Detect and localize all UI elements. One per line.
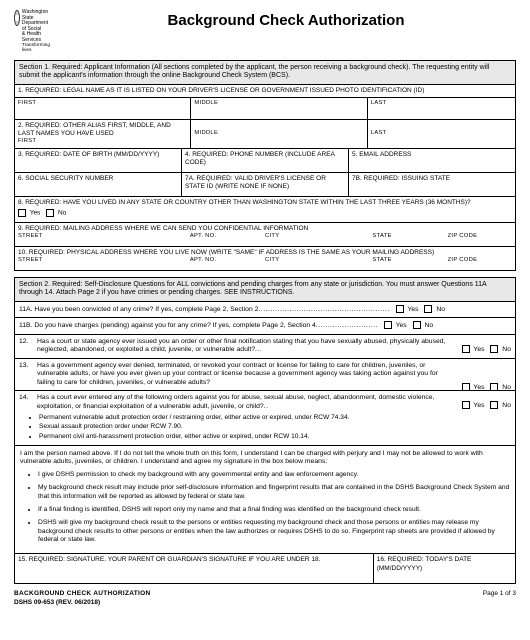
q13-no-checkbox[interactable] <box>490 383 498 391</box>
q12-num: 12. <box>19 338 37 346</box>
middle-label: MIDDLE <box>194 130 363 137</box>
q13-yes-checkbox[interactable] <box>462 383 470 391</box>
last-label: LAST <box>371 100 512 107</box>
no-label: No <box>502 346 511 353</box>
street-label: STREET <box>18 233 190 240</box>
q6-ssn: 6. SOCIAL SECURITY NUMBER <box>15 173 182 196</box>
q12-no-checkbox[interactable] <box>490 345 498 353</box>
header: Washington State Department of Social & … <box>14 10 516 54</box>
section1-header: Section 1. Required: Applicant Informati… <box>14 60 516 86</box>
dot-leader: ........................................… <box>258 306 389 313</box>
no-label: No <box>424 322 433 329</box>
acknowledgment-block: I am the person named above. If I do not… <box>14 446 516 555</box>
q11b-no-checkbox[interactable] <box>413 321 421 329</box>
zip-label: ZIP CODE <box>448 233 512 240</box>
no-label: No <box>436 306 445 313</box>
no-label: No <box>502 402 511 409</box>
q13-num: 13. <box>19 362 37 370</box>
q13-text: Has a government agency ever denied, ter… <box>37 362 511 387</box>
q14-num: 14. <box>19 394 37 402</box>
q4-phone: 4. REQUIRED: PHONE NUMBER (INCLUDE AREA … <box>182 149 349 172</box>
section1-table: 1. REQUIRED: LEGAL NAME AS IT IS LISTED … <box>14 85 516 271</box>
no-label: No <box>58 209 66 216</box>
q11a-row: 11A. Have you been convicted of any crim… <box>14 302 516 318</box>
city-label: CITY <box>265 233 372 240</box>
apt-label: APT. NO. <box>190 233 265 240</box>
middle-label: MIDDLE <box>194 100 363 107</box>
q11a-text: 11A. Have you been convicted of any crim… <box>19 306 258 313</box>
bullet-item: Sexual assault protection order under RC… <box>39 423 511 431</box>
q14-no-checkbox[interactable] <box>490 401 498 409</box>
first-label: FIRST <box>18 138 187 145</box>
q8-label: 8. REQUIRED: HAVE YOU LIVED IN ANY STATE… <box>18 199 512 207</box>
form-page: Washington State Department of Social & … <box>0 0 530 615</box>
city-label: CITY <box>265 257 372 264</box>
q11b-text: 11B. Do you have charges (pending) again… <box>19 322 316 329</box>
q12-row: 12. Has a court or state agency ever iss… <box>14 335 516 359</box>
q12-text: Has a court or state agency ever issued … <box>37 338 445 353</box>
yes-label: Yes <box>407 306 418 313</box>
bullet-item: If a final finding is identified, DSHS w… <box>38 506 510 514</box>
q13-row: 13. Has a government agency ever denied,… <box>14 359 516 391</box>
dot-leader: .. <box>264 403 269 410</box>
state-label: STATE <box>372 233 447 240</box>
bullet-item: DSHS will give my background check resul… <box>38 519 510 544</box>
agency-name: Washington State Department of Social & … <box>22 10 50 54</box>
state-label: STATE <box>372 257 447 264</box>
page-number: Page 1 of 3 <box>483 590 516 606</box>
agency-logo: Washington State Department of Social & … <box>14 10 50 54</box>
q9-label: 9. REQUIRED: MAILING ADDRESS WHERE WE CA… <box>18 225 512 233</box>
q12-yes-checkbox[interactable] <box>462 345 470 353</box>
q15-signature: 15. REQUIRED: SIGNATURE. YOUR PARENT OR … <box>15 554 374 583</box>
zip-label: ZIP CODE <box>448 257 512 264</box>
page-footer: BACKGROUND CHECK AUTHORIZATION DSHS 09-6… <box>14 590 516 606</box>
last-label: LAST <box>371 130 512 137</box>
bullet-item: Permanent vulnerable adult protection or… <box>39 414 511 422</box>
form-title: Background Check Authorization <box>56 10 516 31</box>
q5-email: 5. EMAIL ADDRESS <box>349 149 515 172</box>
q14-bullets: Permanent vulnerable adult protection or… <box>39 414 511 441</box>
q14-yes-checkbox[interactable] <box>462 401 470 409</box>
q3-dob: 3. REQUIRED: DATE OF BIRTH (MM/DD/YYYY) <box>15 149 182 172</box>
bullet-item: I give DSHS permission to check my backg… <box>38 471 510 479</box>
yes-label: Yes <box>473 402 484 409</box>
q11b-yes-checkbox[interactable] <box>384 321 392 329</box>
q10-label: 10. REQUIRED: PHYSICAL ADDRESS WHERE YOU… <box>18 249 512 257</box>
street-label: STREET <box>18 257 190 264</box>
dept-line: & Health Services <box>22 32 50 43</box>
q14-text: Has a court ever entered any of the foll… <box>37 394 434 409</box>
first-label: FIRST <box>18 100 187 107</box>
q11a-yes-checkbox[interactable] <box>396 305 404 313</box>
q1-label: 1. REQUIRED: LEGAL NAME AS IT IS LISTED … <box>15 85 515 97</box>
q14-row: 14. Has a court ever entered any of the … <box>14 391 516 446</box>
q11b-row: 11B. Do you have charges (pending) again… <box>14 318 516 334</box>
footer-title: BACKGROUND CHECK AUTHORIZATION <box>14 590 150 598</box>
q8-yes-checkbox[interactable] <box>18 209 26 217</box>
seal-icon <box>14 10 20 26</box>
bullet-item: My background check result may include p… <box>38 484 510 501</box>
bullet-item: Permanent civil anti-harassment protecti… <box>39 433 511 441</box>
dept-line: Transforming lives <box>22 43 50 54</box>
q7b-state: 7B. REQUIRED: ISSUING STATE <box>349 173 515 196</box>
apt-label: APT. NO. <box>190 257 265 264</box>
ack-intro: I am the person named above. If I do not… <box>20 450 510 467</box>
q2-label: 2. REQUIRED: OTHER ALIAS FIRST, MIDDLE, … <box>18 122 187 138</box>
ack-bullets: I give DSHS permission to check my backg… <box>38 471 510 545</box>
q11a-no-checkbox[interactable] <box>424 305 432 313</box>
q8-no-checkbox[interactable] <box>46 209 54 217</box>
dot-leader: ... <box>255 346 262 353</box>
q16-date: 16. REQUIRED: TODAY'S DATE (MM/DD/YYYY) <box>374 554 515 583</box>
signature-table: 15. REQUIRED: SIGNATURE. YOUR PARENT OR … <box>14 554 516 584</box>
no-label: No <box>502 383 511 390</box>
dot-leader: .......................... <box>316 322 378 329</box>
q7a-license: 7A. REQUIRED: VALID DRIVER'S LICENSE OR … <box>182 173 349 196</box>
section2-header: Section 2. Required: Self-Disclosure Que… <box>14 277 516 303</box>
yes-label: Yes <box>473 346 484 353</box>
yes-label: Yes <box>473 383 484 390</box>
yes-label: Yes <box>396 322 407 329</box>
yes-label: Yes <box>30 209 41 216</box>
footer-form-id: DSHS 09-653 (REV. 06/2018) <box>14 599 100 606</box>
